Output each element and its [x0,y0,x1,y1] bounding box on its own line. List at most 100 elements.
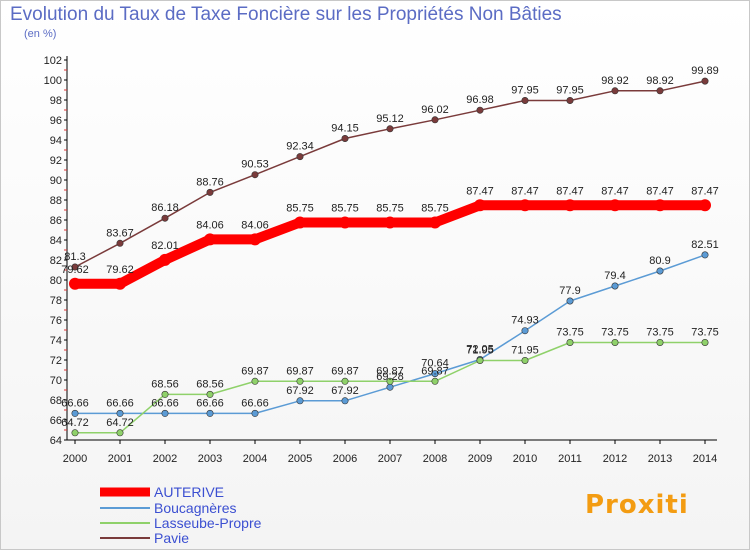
data-label: 69.87 [376,365,404,377]
data-label: 74.93 [511,315,539,327]
data-point [611,338,619,346]
data-label: 98.92 [646,75,674,87]
y-tick-label: 84 [50,235,62,247]
data-label: 72.05 [466,344,494,356]
data-label: 90.53 [241,159,269,171]
data-point [429,216,441,229]
data-point [341,377,349,385]
data-label: 80.9 [649,255,670,267]
data-point [204,233,216,246]
data-point [431,116,439,124]
legend-label: AUTERIVE [154,484,224,500]
data-point [114,277,126,290]
data-label: 85.75 [286,203,314,215]
x-tick-label: 2005 [288,453,312,465]
data-point [699,199,711,212]
y-tick-label: 70 [50,375,62,387]
data-label: 73.75 [691,327,719,339]
data-label: 66.66 [196,397,224,409]
data-point [341,397,349,405]
data-point [654,199,666,212]
axes: 64 66 68 70 72 74 76 78 80 82 84 86 88 90 92 94 96 98 100 1… [44,55,718,465]
data-point [251,409,259,417]
data-label: 87.47 [556,185,584,197]
y-tick-label: 72 [50,355,62,367]
chart-title: Evolution du Taux de Taxe Foncière sur l… [10,4,562,25]
data-point [206,390,214,398]
data-label: 87.47 [601,185,629,197]
data-point [431,377,439,385]
data-point [159,253,171,266]
y-tick-label: 94 [50,135,62,147]
data-point [206,409,214,417]
x-tick-label: 2004 [243,453,267,465]
y-tick-label: 96 [50,115,62,127]
x-tick-label: 2009 [468,453,492,465]
data-label: 71.95 [511,345,539,357]
data-label: 81.3 [64,251,85,263]
x-tick-label: 2001 [108,453,132,465]
data-label: 87.47 [511,185,539,197]
data-label: 85.75 [331,203,359,215]
legend-label: Boucagnères [154,500,237,516]
x-tick-label: 2008 [423,453,447,465]
data-label: 73.75 [601,327,629,339]
data-point [476,356,484,364]
data-point [611,282,619,290]
data-point [339,216,351,229]
x-tick-label: 2006 [333,453,357,465]
legend-label: Pavie [154,530,189,546]
x-tick-label: 2013 [648,453,672,465]
data-label: 69.87 [331,365,359,377]
data-label: 94.15 [331,123,359,135]
y-tick-label: 76 [50,315,62,327]
data-label: 69.87 [241,365,269,377]
y-tick-label: 102 [44,55,62,67]
data-point [116,409,124,417]
y-tick-label: 64 [50,435,62,447]
data-label: 82.51 [691,239,719,251]
data-label: 79.4 [604,270,625,282]
data-point [611,87,619,95]
y-tick-label: 100 [44,75,62,87]
data-point [116,429,124,437]
x-tick-label: 2010 [513,453,537,465]
data-label: 66.66 [106,397,134,409]
data-label: 73.75 [556,327,584,339]
data-label: 70.64 [421,358,449,370]
data-label: 69.87 [421,365,449,377]
data-point [386,125,394,133]
data-point [609,199,621,212]
data-point [656,267,664,275]
data-labels: 66.66 66.66 66.66 66.66 66.66 67.92 67.92 69.28… [61,65,719,429]
data-point [566,297,574,305]
y-tick-label: 88 [50,195,62,207]
data-point [296,397,304,405]
y-tick-label: 86 [50,215,62,227]
data-label: 87.47 [646,185,674,197]
data-label: 87.47 [691,185,719,197]
data-point [251,171,259,179]
data-label: 87.47 [466,185,494,197]
data-point [71,409,79,417]
data-point [161,409,169,417]
y-tick-label: 80 [50,275,62,287]
data-label: 85.75 [376,203,404,215]
data-label: 66.66 [61,397,89,409]
data-point [251,377,259,385]
data-point [519,199,531,212]
data-point [71,263,79,271]
y-tick-label: 98 [50,95,62,107]
data-point [71,429,79,437]
x-tick-label: 2000 [63,453,87,465]
data-point [566,338,574,346]
data-point [474,199,486,212]
x-tick-label: 2007 [378,453,402,465]
data-label: 66.66 [241,397,269,409]
data-point [161,214,169,222]
data-point [116,239,124,247]
y-tick-label: 82 [50,255,62,267]
data-label: 71.95 [466,345,494,357]
y-tick-label: 92 [50,155,62,167]
